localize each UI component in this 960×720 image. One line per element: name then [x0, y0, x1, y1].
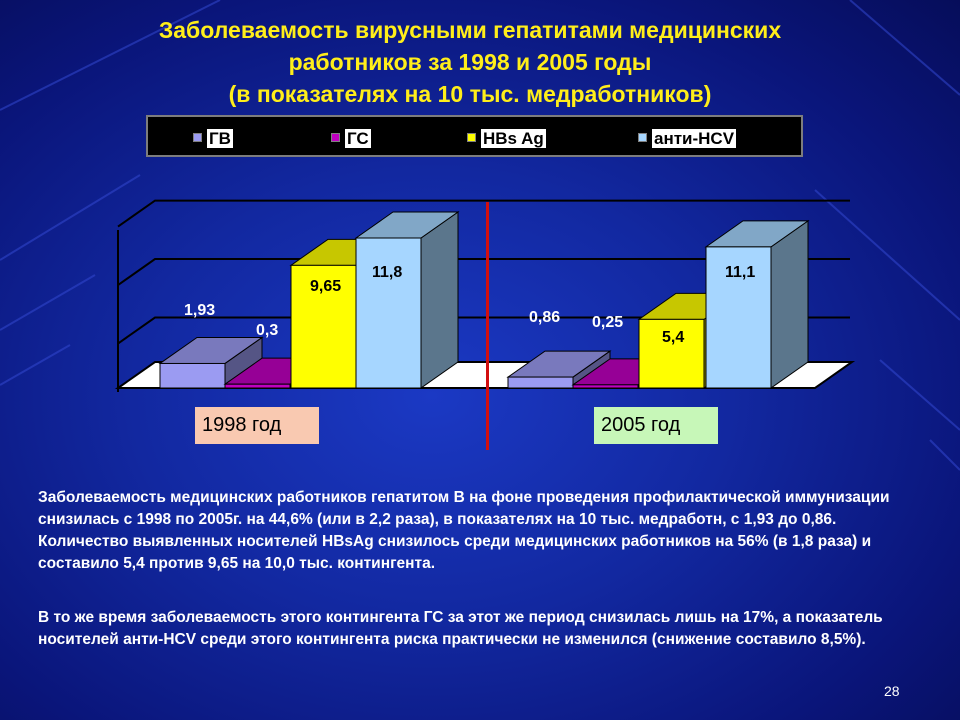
data-label: 1,93 — [184, 302, 215, 319]
legend-swatch — [638, 133, 647, 142]
slide-title: Заболеваемость вирусными гепатитами меди… — [60, 14, 880, 110]
legend-label: ГВ — [207, 129, 233, 148]
period-divider — [486, 202, 489, 450]
legend-swatch — [331, 133, 340, 142]
bar-side — [770, 219, 809, 389]
gridline — [117, 316, 850, 345]
bar — [572, 384, 639, 389]
legend-swatch — [467, 133, 476, 142]
data-label: 0,86 — [529, 309, 560, 326]
legend-swatch — [193, 133, 202, 142]
year-label-1998: 1998 год — [195, 407, 319, 444]
title-line: (в показателях на 10 тыс. медработников) — [228, 81, 712, 107]
legend-label: анти-HCV — [652, 129, 737, 148]
bar — [507, 376, 574, 389]
bar — [705, 246, 772, 389]
chart-legend: ГВ ГС HBs Ag анти-HCV — [146, 115, 803, 157]
data-label: 11,8 — [372, 264, 402, 281]
bar — [159, 362, 226, 389]
data-label: 11,1 — [725, 264, 755, 281]
bar-side — [420, 211, 459, 389]
legend-label: ГС — [345, 129, 371, 148]
slide-number: 28 — [884, 683, 900, 699]
bar — [638, 318, 705, 389]
data-label: 9,65 — [310, 278, 341, 295]
gridline — [117, 199, 850, 228]
bar — [224, 383, 291, 389]
data-label: 5,4 — [662, 329, 684, 346]
title-line: работников за 1998 и 2005 годы — [288, 49, 652, 75]
data-label: 0,3 — [256, 322, 278, 339]
note-paragraph: Заболеваемость медицинских работников ге… — [38, 489, 890, 572]
year-label-2005: 2005 год — [594, 407, 718, 444]
bar — [355, 237, 422, 389]
data-label: 0,25 — [592, 314, 623, 331]
legend-label: HBs Ag — [481, 129, 546, 148]
title-line: Заболеваемость вирусными гепатитами меди… — [158, 17, 782, 43]
note-paragraph: В то же время заболеваемость этого конти… — [38, 609, 883, 648]
gridline — [117, 258, 850, 286]
